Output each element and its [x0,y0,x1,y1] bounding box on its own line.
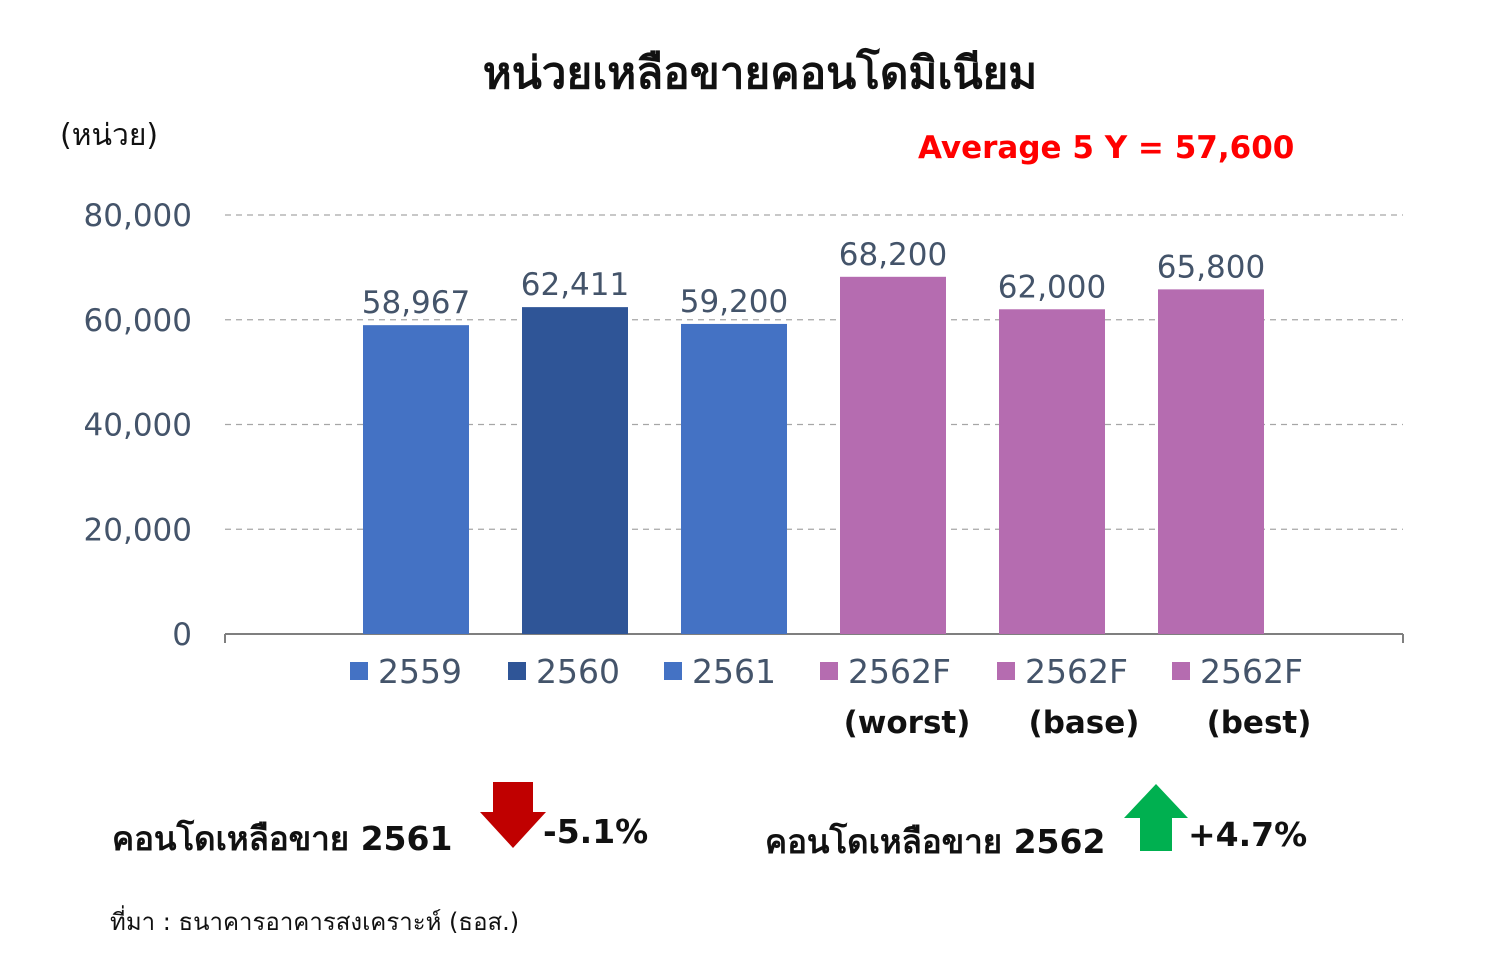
legend-swatch [664,662,682,680]
note-2561-change: -5.1% [543,812,649,851]
legend-sublabel: (base) [1029,705,1140,741]
bar [522,307,628,634]
y-tick-label: 20,000 [84,512,192,548]
average-annotation: Average 5 Y = 57,600 [918,130,1295,166]
data-label: 65,800 [1157,249,1265,285]
data-label: 62,000 [998,269,1106,305]
down-arrow-icon [480,782,546,848]
y-tick-label: 40,000 [84,408,192,444]
data-label: 62,411 [521,267,629,303]
legend-swatch [508,662,526,680]
bar [999,309,1105,634]
data-label: 58,967 [362,285,470,321]
legend-swatch [1172,662,1190,680]
y-tick-label: 0 [172,617,192,653]
data-label: 68,200 [839,237,947,273]
bar [1158,289,1264,634]
note-2562-label: คอนโดเหลือขาย 2562 [765,822,1106,861]
y-tick-label: 80,000 [84,198,192,234]
legend-swatch [350,662,368,680]
bar [363,325,469,634]
legend-label: 2559 [378,652,462,691]
source-note: ที่มา : ธนาคารอาคารสงเคราะห์ (ธอส.) [110,908,520,936]
legend-swatch [820,662,838,680]
legend-label: 2562F [848,652,951,691]
legend-sublabel: (worst) [844,705,971,741]
y-tick-label: 60,000 [84,303,192,339]
legend-label: 2561 [692,652,776,691]
bar [681,323,787,634]
bar [840,276,946,634]
note-2561-label: คอนโดเหลือขาย 2561 [112,819,453,858]
chart-title: หน่วยเหลือขายคอนโดมิเนียม [482,48,1038,99]
note-2562: คอนโดเหลือขาย 2562 [765,815,1105,868]
legend-sublabel: (best) [1207,705,1312,741]
legend-swatch [997,662,1015,680]
note-2562-change: +4.7% [1188,815,1308,854]
legend-label: 2562F [1025,652,1128,691]
up-arrow-icon [1124,784,1188,851]
y-axis-unit: (หน่วย) [60,118,159,153]
legend-label: 2560 [536,652,620,691]
note-2561: คอนโดเหลือขาย 2561 [112,812,452,865]
legend-label: 2562F [1200,652,1303,691]
data-label: 59,200 [680,284,788,320]
